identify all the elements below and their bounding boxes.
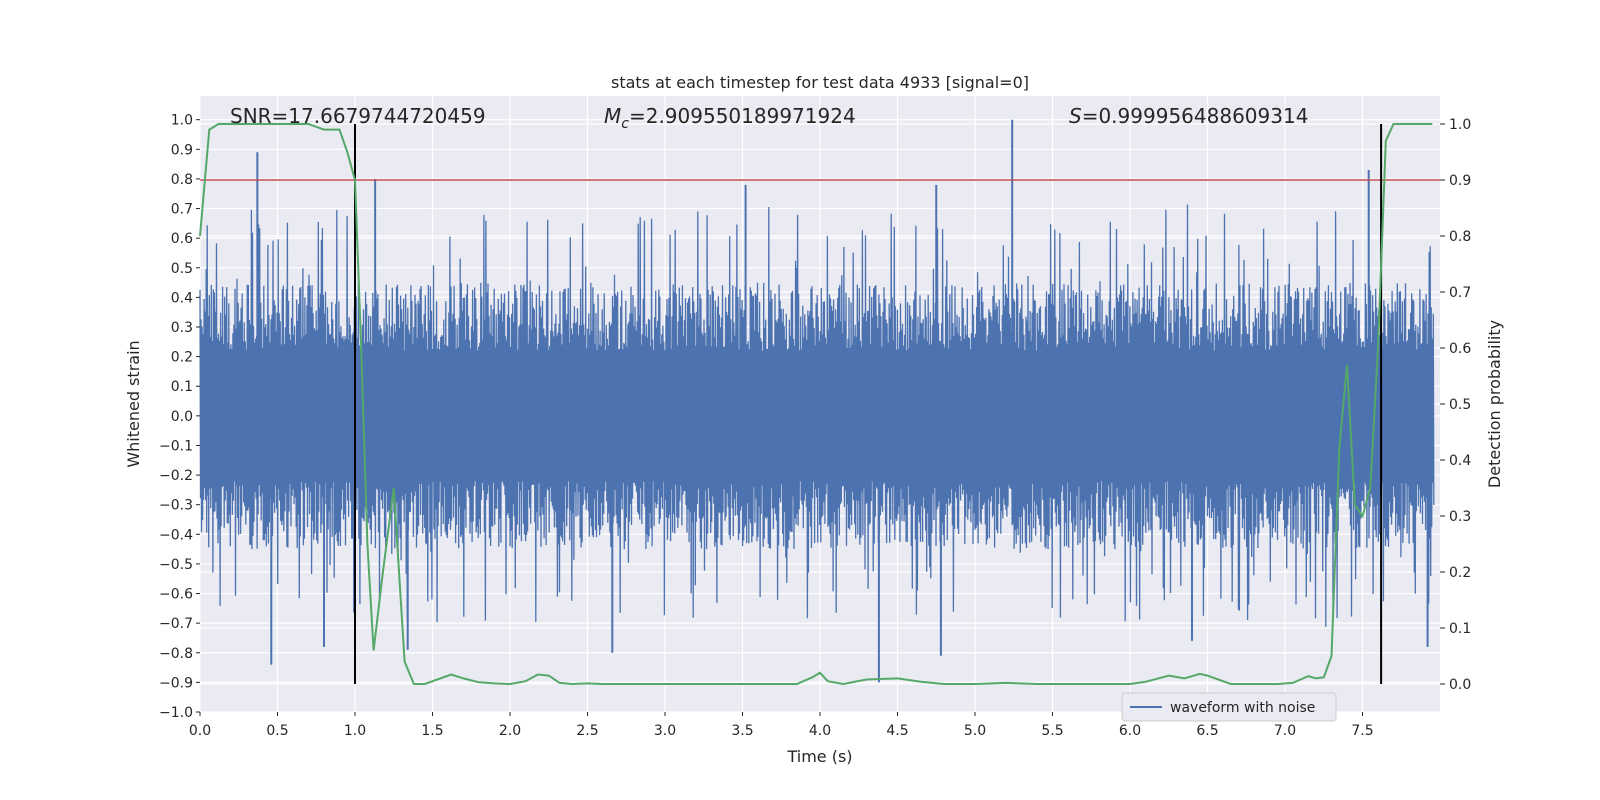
y-right-tick-label: 0.2: [1449, 565, 1471, 581]
y-right-tick-label: 0.9: [1449, 173, 1471, 189]
y-tick-label: 0.2: [171, 350, 193, 366]
x-tick-label: 1.5: [421, 723, 443, 739]
x-tick-label: 0.5: [266, 723, 288, 739]
x-tick-label: 6.5: [1196, 723, 1218, 739]
x-tick-label: 1.0: [344, 723, 366, 739]
y-tick-label: −0.6: [159, 587, 193, 603]
y-tick-label: 1.0: [171, 113, 193, 129]
y-tick-label: 0.9: [171, 142, 193, 158]
y-right-tick-label: 0.5: [1449, 397, 1471, 413]
y-axis-label-left: Whitened strain: [124, 340, 143, 467]
x-axis-label: Time (s): [786, 747, 852, 766]
y-tick-label: 0.6: [171, 231, 193, 247]
x-tick-label: 6.0: [1119, 723, 1141, 739]
mc-symbol: M: [604, 104, 621, 128]
x-tick-label: 2.0: [499, 723, 521, 739]
x-tick-label: 2.5: [576, 723, 598, 739]
y-tick-label: −0.1: [159, 438, 193, 454]
waveform-series: [199, 119, 1435, 683]
y-tick-label: 0.3: [171, 320, 193, 336]
s-annotation: S=0.999956488609314: [1069, 104, 1308, 128]
s-value: =0.999956488609314: [1082, 104, 1309, 128]
mc-annotation: Mc=2.909550189971924: [604, 104, 856, 132]
y-right-tick-label: 0.6: [1449, 341, 1471, 357]
y-tick-label: −0.8: [159, 646, 193, 662]
x-tick-label: 7.5: [1351, 723, 1373, 739]
y-right-tick-label: 0.8: [1449, 229, 1471, 245]
y-tick-label: 0.0: [171, 409, 193, 425]
y-right-tick-label: 0.7: [1449, 285, 1471, 301]
y-tick-label: −0.2: [159, 468, 193, 484]
y-tick-label: −1.0: [159, 705, 193, 721]
mc-value: =2.909550189971924: [629, 104, 856, 128]
y-tick-label: 0.4: [171, 290, 193, 306]
x-tick-label: 7.0: [1274, 723, 1296, 739]
x-tick-label: 0.0: [189, 723, 211, 739]
y-right-tick-label: 1.0: [1449, 117, 1471, 133]
x-tick-label: 5.0: [964, 723, 986, 739]
legend: waveform with noise: [1121, 692, 1337, 722]
ticks: 0.0 0.5 1.0 1.5 2.0 2.5 3.0 3.5 4.0 4.5 5.0 5.5 6.0 6…: [159, 113, 1471, 739]
x-tick-label: 4.5: [886, 723, 908, 739]
x-tick-label: 4.0: [809, 723, 831, 739]
y-tick-label: 0.8: [171, 172, 193, 188]
x-tick-label: 3.5: [731, 723, 753, 739]
y-tick-label: −0.4: [159, 527, 193, 543]
y-tick-label: −0.5: [159, 557, 193, 573]
y-right-tick-label: 0.4: [1449, 453, 1471, 469]
y-tick-label: −0.3: [159, 498, 193, 514]
y-right-tick-label: 0.0: [1449, 677, 1471, 693]
snr-annotation: SNR=17.6679744720459: [230, 104, 486, 128]
y-tick-label: −0.9: [159, 675, 193, 691]
waveform-line: [199, 204, 1435, 627]
y-right-tick-label: 0.1: [1449, 621, 1471, 637]
legend-label: waveform with noise: [1170, 700, 1315, 716]
y-tick-label: −0.7: [159, 616, 193, 632]
detection-probability-line: [199, 123, 1433, 686]
x-tick-label: 5.5: [1041, 723, 1063, 739]
x-tick-label: 3.0: [654, 723, 676, 739]
y-tick-label: 0.1: [171, 379, 193, 395]
y-axis-label-right: Detection probability: [1485, 320, 1504, 488]
overlay-lines: [199, 123, 1440, 686]
y-tick-label: 0.5: [171, 261, 193, 277]
legend-box: [1121, 692, 1337, 722]
y-tick-label: 0.7: [171, 202, 193, 218]
s-symbol: S: [1069, 104, 1082, 128]
mc-subscript: c: [621, 116, 629, 132]
chart-title: stats at each timestep for test data 493…: [611, 73, 1029, 92]
y-right-tick-label: 0.3: [1449, 509, 1471, 525]
